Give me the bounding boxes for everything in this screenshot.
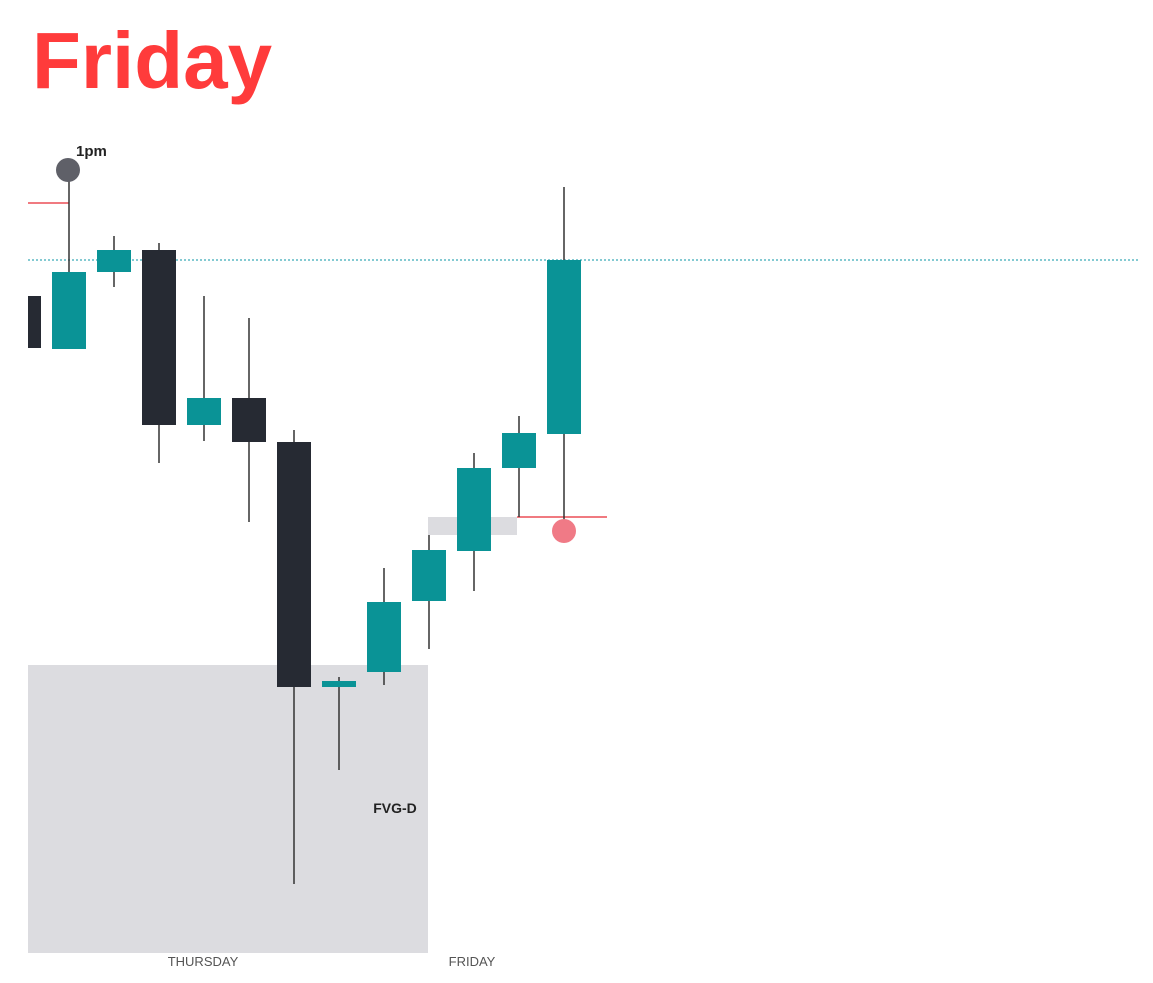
candle-body bbox=[52, 272, 86, 349]
x-tick-label: FRIDAY bbox=[449, 954, 496, 969]
candle-body bbox=[97, 250, 131, 272]
candle-body bbox=[232, 398, 266, 442]
plot-area: FVG-D 1pm bbox=[28, 143, 1138, 953]
marker-dot bbox=[56, 158, 80, 182]
candle-body bbox=[502, 433, 536, 468]
candle-body bbox=[187, 398, 221, 425]
marker-label: 1pm bbox=[76, 143, 107, 160]
candle-body bbox=[457, 468, 491, 551]
zone-label: FVG-D bbox=[373, 800, 417, 816]
candle-body bbox=[547, 260, 581, 434]
candle-body bbox=[412, 550, 446, 601]
candle-body bbox=[322, 681, 356, 687]
candle-body bbox=[28, 296, 41, 348]
marker-dot bbox=[552, 519, 576, 543]
candle-body bbox=[367, 602, 401, 672]
candle-body bbox=[277, 442, 311, 687]
chart-title: Friday bbox=[32, 16, 273, 105]
fvg-zone bbox=[28, 665, 428, 953]
candle-body bbox=[142, 250, 176, 425]
x-tick-label: THURSDAY bbox=[168, 954, 239, 969]
